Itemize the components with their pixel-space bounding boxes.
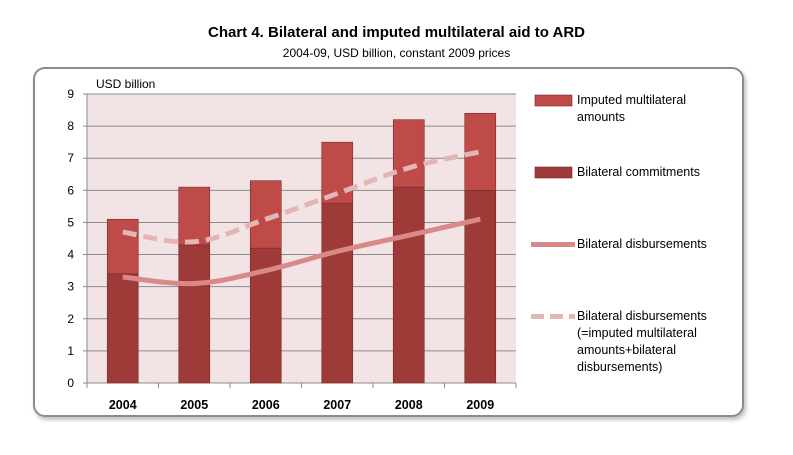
y-tick-label: 8 (67, 119, 74, 133)
y-tick-label: 9 (67, 87, 74, 101)
legend-swatch (534, 166, 573, 179)
bar-segment (178, 186, 211, 246)
legend-label-line: Bilateral commitments (577, 165, 700, 179)
x-tick-label: 2006 (252, 398, 280, 412)
y-tick-label: 2 (67, 312, 74, 326)
legend-entry: Bilateral commitments (577, 164, 700, 181)
legend-label-line: Bilateral disbursements (577, 237, 707, 251)
y-axis-label: USD billion (96, 77, 155, 91)
series-line-dashed (122, 149, 481, 245)
legend-label-line: Bilateral disbursements (577, 309, 707, 323)
legend-label-line: amounts (577, 110, 625, 124)
bar-segment (392, 119, 425, 188)
series-line-solid (122, 216, 481, 287)
x-tick-label: 2009 (466, 398, 494, 412)
y-tick-label: 1 (67, 344, 74, 358)
legend-entry: Bilateral disbursements (=imputed multila… (577, 308, 707, 376)
y-tick-label: 3 (67, 280, 74, 294)
chart-title: Chart 4. Bilateral and imputed multilate… (207, 24, 585, 41)
y-tick-label: 6 (67, 183, 74, 197)
bar-segment (392, 186, 425, 384)
legend-entry: Bilateral disbursements (577, 236, 707, 253)
bar-segment (106, 273, 139, 384)
bar-segment (178, 244, 211, 384)
y-tick-label: 4 (67, 248, 74, 262)
plot-area (87, 94, 516, 383)
x-tick-label: 2004 (109, 398, 137, 412)
x-tick-label: 2005 (180, 398, 208, 412)
legend-label-line: disbursements) (577, 360, 663, 374)
bar-segment (106, 218, 139, 275)
legend-label-line: amounts+bilateral (577, 343, 677, 357)
x-tick-label: 2007 (323, 398, 351, 412)
y-tick-label: 7 (67, 151, 74, 165)
legend-swatch (534, 94, 573, 107)
legend-entry: Imputed multilateral amounts (577, 92, 686, 126)
y-tick-label: 0 (67, 376, 74, 390)
x-tick-label: 2008 (395, 398, 423, 412)
y-tick-label: 5 (67, 215, 74, 229)
bar-segment (321, 202, 354, 384)
chart-subtitle: 2004-09, USD billion, constant 2009 pric… (282, 46, 511, 60)
legend-label-line: (=imputed multilateral (577, 326, 697, 340)
legend-label-line: Imputed multilateral (577, 93, 687, 107)
